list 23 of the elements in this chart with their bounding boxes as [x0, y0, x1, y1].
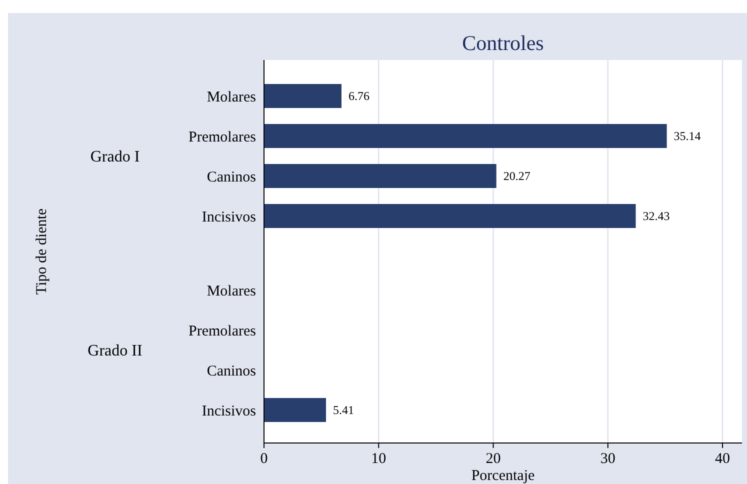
- chart-title: Controles: [462, 31, 544, 55]
- text: Tipo de diente: [34, 208, 50, 295]
- y-tick-label: Caninos: [206, 169, 256, 186]
- y-tick-label: Molares: [206, 89, 256, 106]
- data-label: 5.41: [333, 403, 354, 418]
- text: Grado I: [90, 148, 140, 166]
- x-tick-label: 40: [715, 451, 730, 467]
- data-label: 20.27: [503, 169, 530, 184]
- text: Grado II: [88, 342, 142, 360]
- data-label: 35.14: [674, 129, 701, 144]
- y-tick-label: Molares: [206, 283, 256, 300]
- data-label: 6.76: [348, 89, 370, 104]
- x-tick-label: 20: [486, 451, 501, 467]
- data-label: 32.43: [642, 209, 670, 224]
- y-tick-label: Premolares: [188, 129, 256, 146]
- x-axis-title: Porcentaje: [471, 468, 535, 484]
- y-tick-label: Incisivos: [202, 209, 256, 226]
- x-tick-label: 30: [600, 451, 616, 467]
- x-tick-label: 0: [260, 451, 268, 467]
- y-tick-label: Premolares: [188, 323, 256, 340]
- y-tick-label: Incisivos: [202, 403, 256, 420]
- x-tick-label: 10: [371, 451, 386, 467]
- y-tick-label: Caninos: [206, 363, 256, 380]
